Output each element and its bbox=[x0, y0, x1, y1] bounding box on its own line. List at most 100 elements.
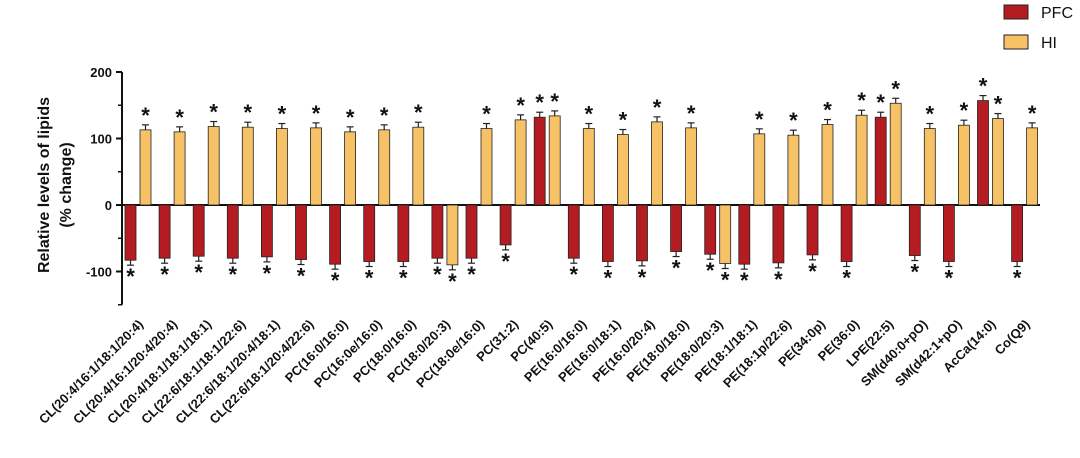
significance-star: * bbox=[570, 262, 579, 287]
legend-label-pfc: PFC bbox=[1041, 5, 1073, 22]
bar-pfc bbox=[772, 204, 785, 264]
bar-pfc bbox=[602, 204, 614, 262]
bar-hi bbox=[651, 121, 663, 206]
legend-swatch-pfc bbox=[1003, 4, 1029, 20]
bar-pfc bbox=[465, 204, 478, 259]
significance-star: * bbox=[244, 100, 253, 125]
significance-star: * bbox=[414, 100, 423, 125]
significance-star: * bbox=[331, 268, 340, 293]
significance-star: * bbox=[380, 103, 389, 128]
bar-hi bbox=[1026, 127, 1038, 206]
significance-star: * bbox=[175, 105, 184, 130]
legend-swatch-hi bbox=[1003, 34, 1029, 50]
significance-star: * bbox=[399, 266, 408, 291]
significance-star: * bbox=[706, 258, 715, 283]
significance-star: * bbox=[501, 249, 510, 274]
bar-hi bbox=[685, 127, 697, 206]
bar-hi bbox=[446, 204, 459, 266]
bar-pfc bbox=[192, 204, 205, 257]
x-tick-label: Co(Q9) bbox=[991, 317, 1032, 358]
bar-hi bbox=[923, 128, 936, 206]
bar-pfc bbox=[295, 204, 307, 260]
bar-pfc bbox=[977, 100, 989, 206]
significance-star: * bbox=[1028, 101, 1037, 126]
bar-hi bbox=[514, 119, 527, 206]
significance-star: * bbox=[229, 262, 238, 287]
bar-pfc bbox=[908, 204, 921, 256]
y-tick-label: 100 bbox=[90, 132, 112, 147]
bar-pfc bbox=[874, 116, 887, 206]
bar-pfc bbox=[397, 204, 410, 262]
bar-hi bbox=[310, 127, 322, 206]
y-axis-label: Relative levels of lipids bbox=[36, 97, 53, 273]
y-axis-label-line2: (% change) bbox=[58, 142, 75, 227]
legend-label-hi: HI bbox=[1041, 35, 1057, 52]
bars bbox=[124, 94, 1038, 271]
significance-star: * bbox=[808, 259, 817, 284]
significance-star: * bbox=[278, 102, 287, 127]
bar-pfc bbox=[329, 204, 342, 265]
significance-star: * bbox=[160, 262, 169, 287]
significance-star: * bbox=[467, 262, 476, 287]
bar-hi bbox=[582, 128, 595, 206]
significance-star: * bbox=[994, 92, 1003, 117]
bar-pfc bbox=[840, 204, 853, 262]
significance-star: * bbox=[619, 108, 628, 133]
significance-star: * bbox=[979, 74, 988, 99]
bar-pfc bbox=[533, 116, 546, 206]
bar-hi bbox=[889, 102, 902, 206]
significance-star: * bbox=[312, 101, 321, 126]
bar-hi bbox=[719, 204, 732, 264]
bar-hi bbox=[275, 128, 288, 206]
bar-hi bbox=[992, 118, 1004, 206]
significance-star: * bbox=[516, 93, 525, 118]
significance-star: * bbox=[365, 266, 374, 291]
significance-star: * bbox=[141, 103, 150, 128]
bar-pfc bbox=[499, 204, 512, 246]
bar-hi bbox=[412, 126, 425, 206]
bar-pfc bbox=[670, 204, 682, 252]
significance-star: * bbox=[653, 95, 662, 120]
bar-hi bbox=[548, 115, 561, 206]
significance-star: * bbox=[687, 101, 696, 126]
bar-hi bbox=[139, 129, 152, 206]
significance-star: * bbox=[535, 90, 544, 115]
significance-star: * bbox=[263, 261, 272, 286]
significance-star: * bbox=[638, 265, 647, 290]
significance-star: * bbox=[876, 90, 885, 115]
bar-hi bbox=[480, 128, 493, 206]
significance-star: * bbox=[926, 102, 935, 127]
significance-star: * bbox=[346, 105, 355, 130]
bar-pfc bbox=[158, 204, 171, 259]
bar-pfc bbox=[567, 204, 580, 259]
bar-hi bbox=[241, 126, 254, 206]
significance-star: * bbox=[911, 260, 920, 285]
bar-pfc bbox=[738, 204, 751, 265]
significance-star: * bbox=[297, 264, 306, 289]
significance-star: * bbox=[891, 76, 900, 101]
bar-hi bbox=[344, 131, 357, 206]
y-tick-label: 0 bbox=[105, 198, 112, 213]
significance-star: * bbox=[604, 266, 613, 291]
bar-hi bbox=[753, 133, 766, 206]
bar-hi bbox=[958, 124, 970, 206]
significance-star: * bbox=[857, 88, 866, 113]
significance-star: * bbox=[823, 98, 832, 123]
significance-star: * bbox=[448, 269, 457, 294]
bar-hi bbox=[787, 134, 800, 206]
significance-star: * bbox=[550, 89, 559, 114]
bar-pfc bbox=[704, 204, 717, 255]
bar-pfc bbox=[806, 204, 819, 256]
significance-star: * bbox=[945, 266, 954, 291]
significance-star: * bbox=[755, 107, 764, 132]
bar-hi bbox=[378, 129, 391, 206]
bar-pfc bbox=[226, 204, 239, 259]
bar-pfc bbox=[943, 204, 955, 262]
significance-star: * bbox=[482, 102, 491, 127]
bar-pfc bbox=[1011, 204, 1023, 262]
significance-star: * bbox=[789, 108, 798, 133]
y-tick-label: 200 bbox=[90, 65, 112, 80]
significance-star: * bbox=[960, 98, 969, 123]
significance-star: * bbox=[1013, 266, 1022, 291]
